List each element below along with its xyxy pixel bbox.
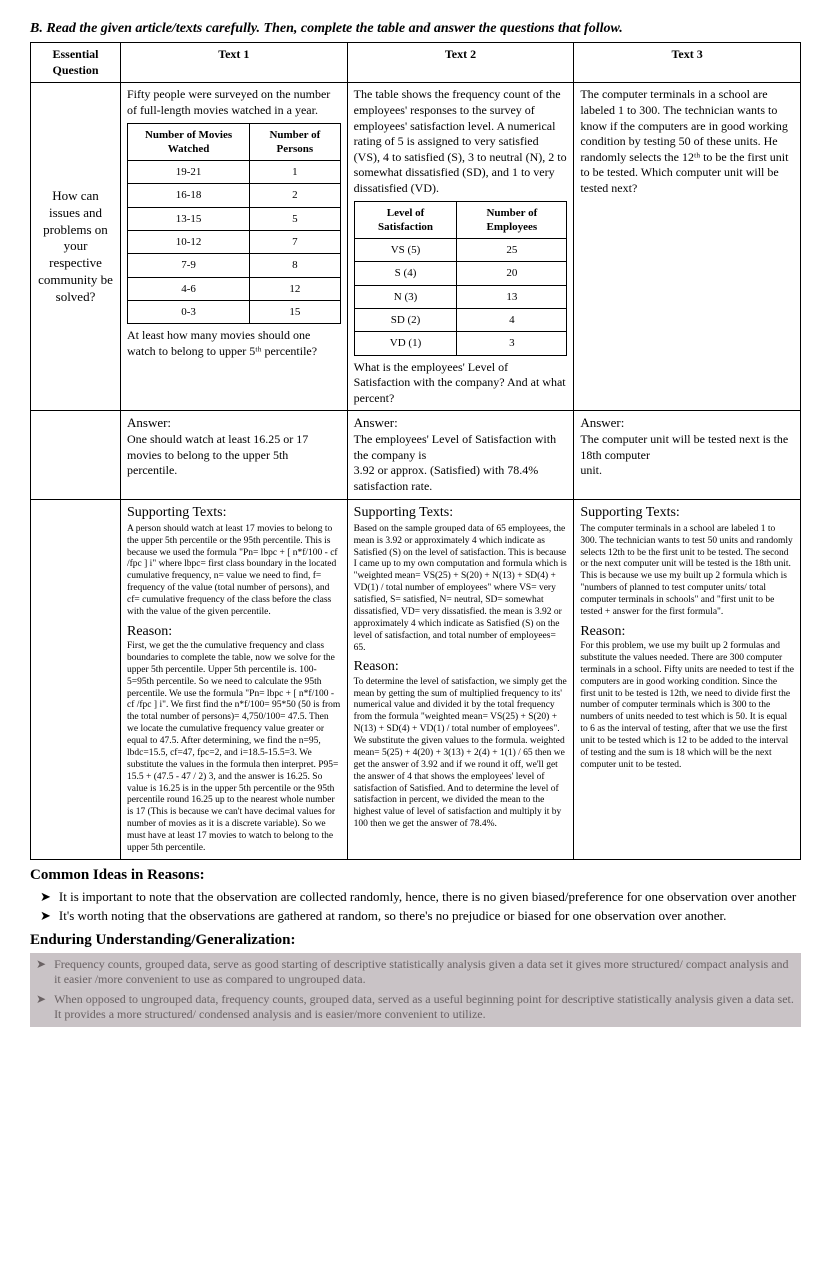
text2-table: Level of Satisfaction Number of Employee… (354, 201, 568, 356)
t2-r: S (4) (354, 262, 457, 285)
support3-cell: Supporting Texts: The computer terminals… (574, 499, 801, 859)
common-b2: It's worth noting that the observations … (59, 908, 726, 925)
answer-label: Answer: (580, 415, 794, 432)
enduring-head: Enduring Understanding/Generalization: (30, 931, 801, 951)
answer3-cell: Answer: The computer unit will be tested… (574, 411, 801, 499)
reason2: To determine the level of satisfaction, … (354, 677, 568, 831)
support2-cell: Supporting Texts: Based on the sample gr… (347, 499, 574, 859)
empty-side (31, 499, 121, 859)
header-t1: Text 1 (121, 43, 348, 83)
support-head: Supporting Texts: (127, 504, 341, 522)
t1-r: 16-18 (128, 184, 250, 207)
arrow-icon: ➤ (40, 889, 51, 906)
answer2-cell: Answer: The employees' Level of Satisfac… (347, 411, 574, 499)
support-head: Supporting Texts: (580, 504, 794, 522)
empty-side (31, 411, 121, 499)
t1-r: 15 (250, 300, 341, 323)
enduring-block: ➤ Frequency counts, grouped data, serve a… (30, 953, 801, 1027)
instruction: B. Read the given article/texts carefull… (30, 20, 801, 38)
t2-r: 13 (457, 285, 567, 308)
text1-table: Number of Movies Watched Number of Perso… (127, 123, 341, 325)
t1-r: 0-3 (128, 300, 250, 323)
reason3: For this problem, we use my built up 2 f… (580, 641, 794, 772)
text3-cell: The computer terminals in a school are l… (574, 83, 801, 411)
t2-r: VD (1) (354, 332, 457, 355)
t1-r: 7 (250, 231, 341, 254)
t2-r: 4 (457, 309, 567, 332)
t1-r: 1 (250, 161, 341, 184)
t2-r: 25 (457, 239, 567, 262)
t2-r: VS (5) (354, 239, 457, 262)
arrow-icon: ➤ (36, 957, 46, 988)
answer1-cell: Answer: One should watch at least 16.25 … (121, 411, 348, 499)
text3-intro: The computer terminals in a school are l… (580, 87, 794, 196)
support1: A person should watch at least 17 movies… (127, 524, 341, 619)
text2-intro: The table shows the frequency count of t… (354, 87, 568, 196)
enduring-g2: When opposed to ungrouped data, frequenc… (54, 992, 795, 1023)
t1-r: 13-15 (128, 207, 250, 230)
t1-r: 8 (250, 254, 341, 277)
common-head: Common Ideas in Reasons: (30, 866, 801, 886)
common-b1: It is important to note that the observa… (59, 889, 796, 906)
t1-r: 12 (250, 277, 341, 300)
answer2a: The employees' Level of Satisfaction wit… (354, 432, 568, 463)
header-question: Essential Question (31, 43, 121, 83)
main-table: Essential Question Text 1 Text 2 Text 3 … (30, 42, 801, 860)
arrow-icon: ➤ (36, 992, 46, 1023)
answer-label: Answer: (127, 415, 341, 432)
support2: Based on the sample grouped data of 65 e… (354, 524, 568, 655)
t2-r: N (3) (354, 285, 457, 308)
t2-r: 20 (457, 262, 567, 285)
answer3a: The computer unit will be tested next is… (580, 432, 794, 463)
t1-r: 2 (250, 184, 341, 207)
common-bullets: ➤ It is important to note that the observ… (40, 889, 801, 925)
t1-r: 4-6 (128, 277, 250, 300)
text1-cell: Fifty people were surveyed on the number… (121, 83, 348, 411)
t2-r: 3 (457, 332, 567, 355)
enduring-g1: Frequency counts, grouped data, serve as… (54, 957, 795, 988)
side-question: How can issues and problems on your resp… (31, 83, 121, 411)
text1-q: At least how many movies should one watc… (127, 328, 341, 359)
t1-r: 5 (250, 207, 341, 230)
t2-r: SD (2) (354, 309, 457, 332)
answer-label: Answer: (354, 415, 568, 432)
t2-h2: Number of Employees (457, 201, 567, 239)
t1-h2: Number of Persons (250, 123, 341, 161)
header-t2: Text 2 (347, 43, 574, 83)
answer3b: unit. (580, 463, 794, 479)
support-head: Supporting Texts: (354, 504, 568, 522)
arrow-icon: ➤ (40, 908, 51, 925)
reason-head: Reason: (354, 658, 568, 676)
t1-r: 7-9 (128, 254, 250, 277)
text2-q: What is the employees' Level of Satisfac… (354, 360, 568, 407)
t1-h1: Number of Movies Watched (128, 123, 250, 161)
text2-cell: The table shows the frequency count of t… (347, 83, 574, 411)
support3: The computer terminals in a school are l… (580, 524, 794, 619)
t1-r: 19-21 (128, 161, 250, 184)
reason-head: Reason: (580, 623, 794, 641)
t2-h1: Level of Satisfaction (354, 201, 457, 239)
answer2b: 3.92 or approx. (Satisfied) with 78.4% s… (354, 463, 568, 494)
reason-head: Reason: (127, 623, 341, 641)
header-t3: Text 3 (574, 43, 801, 83)
reason1: First, we get the the cumulative frequen… (127, 641, 341, 855)
text1-intro: Fifty people were surveyed on the number… (127, 87, 341, 118)
t1-r: 10-12 (128, 231, 250, 254)
support1-cell: Supporting Texts: A person should watch … (121, 499, 348, 859)
answer1: One should watch at least 16.25 or 17 mo… (127, 432, 341, 479)
